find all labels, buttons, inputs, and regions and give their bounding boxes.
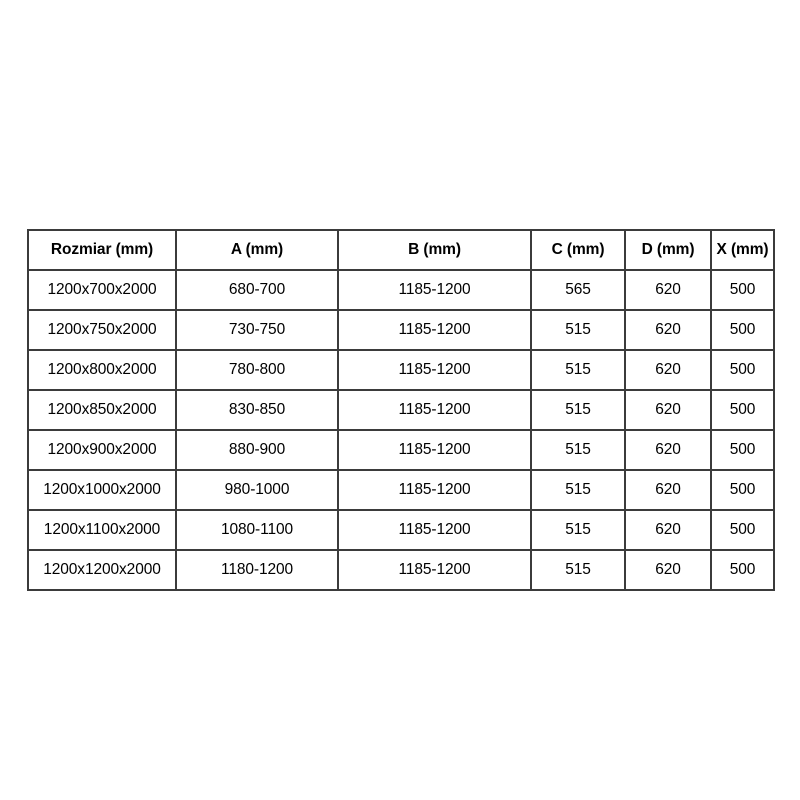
cell-rozmiar: 1200x1200x2000 xyxy=(27,549,177,591)
cell-d: 620 xyxy=(624,269,712,311)
column-header-b: B (mm) xyxy=(337,229,532,271)
table-row: 1200x850x2000 830-850 1185-1200 515 620 500 xyxy=(27,389,775,431)
table-header: Rozmiar (mm) A (mm) B (mm) C (mm) D (mm)… xyxy=(27,229,775,271)
cell-x: 500 xyxy=(710,309,775,351)
cell-c: 565 xyxy=(530,269,626,311)
cell-rozmiar: 1200x900x2000 xyxy=(27,429,177,471)
table-row: 1200x900x2000 880-900 1185-1200 515 620 500 xyxy=(27,429,775,471)
cell-rozmiar: 1200x1100x2000 xyxy=(27,509,177,551)
table-row: 1200x1100x2000 1080-1100 1185-1200 515 620 50… xyxy=(27,509,775,551)
cell-a: 1080-1100 xyxy=(175,509,339,551)
cell-d: 620 xyxy=(624,389,712,431)
cell-d: 620 xyxy=(624,349,712,391)
cell-a: 680-700 xyxy=(175,269,339,311)
cell-d: 620 xyxy=(624,509,712,551)
cell-a: 880-900 xyxy=(175,429,339,471)
table-body: 1200x700x2000 680-700 1185-1200 565 620 500 12… xyxy=(27,269,775,591)
cell-a: 730-750 xyxy=(175,309,339,351)
cell-b: 1185-1200 xyxy=(337,389,532,431)
cell-c: 515 xyxy=(530,389,626,431)
cell-a: 830-850 xyxy=(175,389,339,431)
cell-d: 620 xyxy=(624,549,712,591)
cell-c: 515 xyxy=(530,309,626,351)
cell-rozmiar: 1200x800x2000 xyxy=(27,349,177,391)
cell-b: 1185-1200 xyxy=(337,509,532,551)
cell-x: 500 xyxy=(710,349,775,391)
cell-x: 500 xyxy=(710,269,775,311)
cell-d: 620 xyxy=(624,309,712,351)
cell-rozmiar: 1200x700x2000 xyxy=(27,269,177,311)
cell-b: 1185-1200 xyxy=(337,309,532,351)
cell-a: 780-800 xyxy=(175,349,339,391)
column-header-x: X (mm) xyxy=(710,229,775,271)
cell-a: 980-1000 xyxy=(175,469,339,511)
cell-b: 1185-1200 xyxy=(337,429,532,471)
table-row: 1200x1200x2000 1180-1200 1185-1200 515 620 50… xyxy=(27,549,775,591)
column-header-rozmiar: Rozmiar (mm) xyxy=(27,229,177,271)
cell-x: 500 xyxy=(710,389,775,431)
cell-c: 515 xyxy=(530,349,626,391)
table-header-row: Rozmiar (mm) A (mm) B (mm) C (mm) D (mm)… xyxy=(27,229,775,271)
cell-b: 1185-1200 xyxy=(337,269,532,311)
cell-c: 515 xyxy=(530,509,626,551)
cell-rozmiar: 1200x1000x2000 xyxy=(27,469,177,511)
table-row: 1200x750x2000 730-750 1185-1200 515 620 500 xyxy=(27,309,775,351)
cell-c: 515 xyxy=(530,549,626,591)
column-header-d: D (mm) xyxy=(624,229,712,271)
specification-table: Rozmiar (mm) A (mm) B (mm) C (mm) D (mm)… xyxy=(27,229,775,591)
cell-x: 500 xyxy=(710,469,775,511)
cell-d: 620 xyxy=(624,469,712,511)
cell-rozmiar: 1200x750x2000 xyxy=(27,309,177,351)
cell-x: 500 xyxy=(710,509,775,551)
column-header-a: A (mm) xyxy=(175,229,339,271)
cell-x: 500 xyxy=(710,549,775,591)
cell-b: 1185-1200 xyxy=(337,469,532,511)
cell-b: 1185-1200 xyxy=(337,549,532,591)
table-row: 1200x1000x2000 980-1000 1185-1200 515 620 500 xyxy=(27,469,775,511)
cell-x: 500 xyxy=(710,429,775,471)
cell-b: 1185-1200 xyxy=(337,349,532,391)
cell-c: 515 xyxy=(530,469,626,511)
cell-a: 1180-1200 xyxy=(175,549,339,591)
cell-d: 620 xyxy=(624,429,712,471)
cell-rozmiar: 1200x850x2000 xyxy=(27,389,177,431)
table-row: 1200x800x2000 780-800 1185-1200 515 620 500 xyxy=(27,349,775,391)
specification-table-container: Rozmiar (mm) A (mm) B (mm) C (mm) D (mm)… xyxy=(27,229,775,591)
column-header-c: C (mm) xyxy=(530,229,626,271)
cell-c: 515 xyxy=(530,429,626,471)
table-row: 1200x700x2000 680-700 1185-1200 565 620 500 xyxy=(27,269,775,311)
